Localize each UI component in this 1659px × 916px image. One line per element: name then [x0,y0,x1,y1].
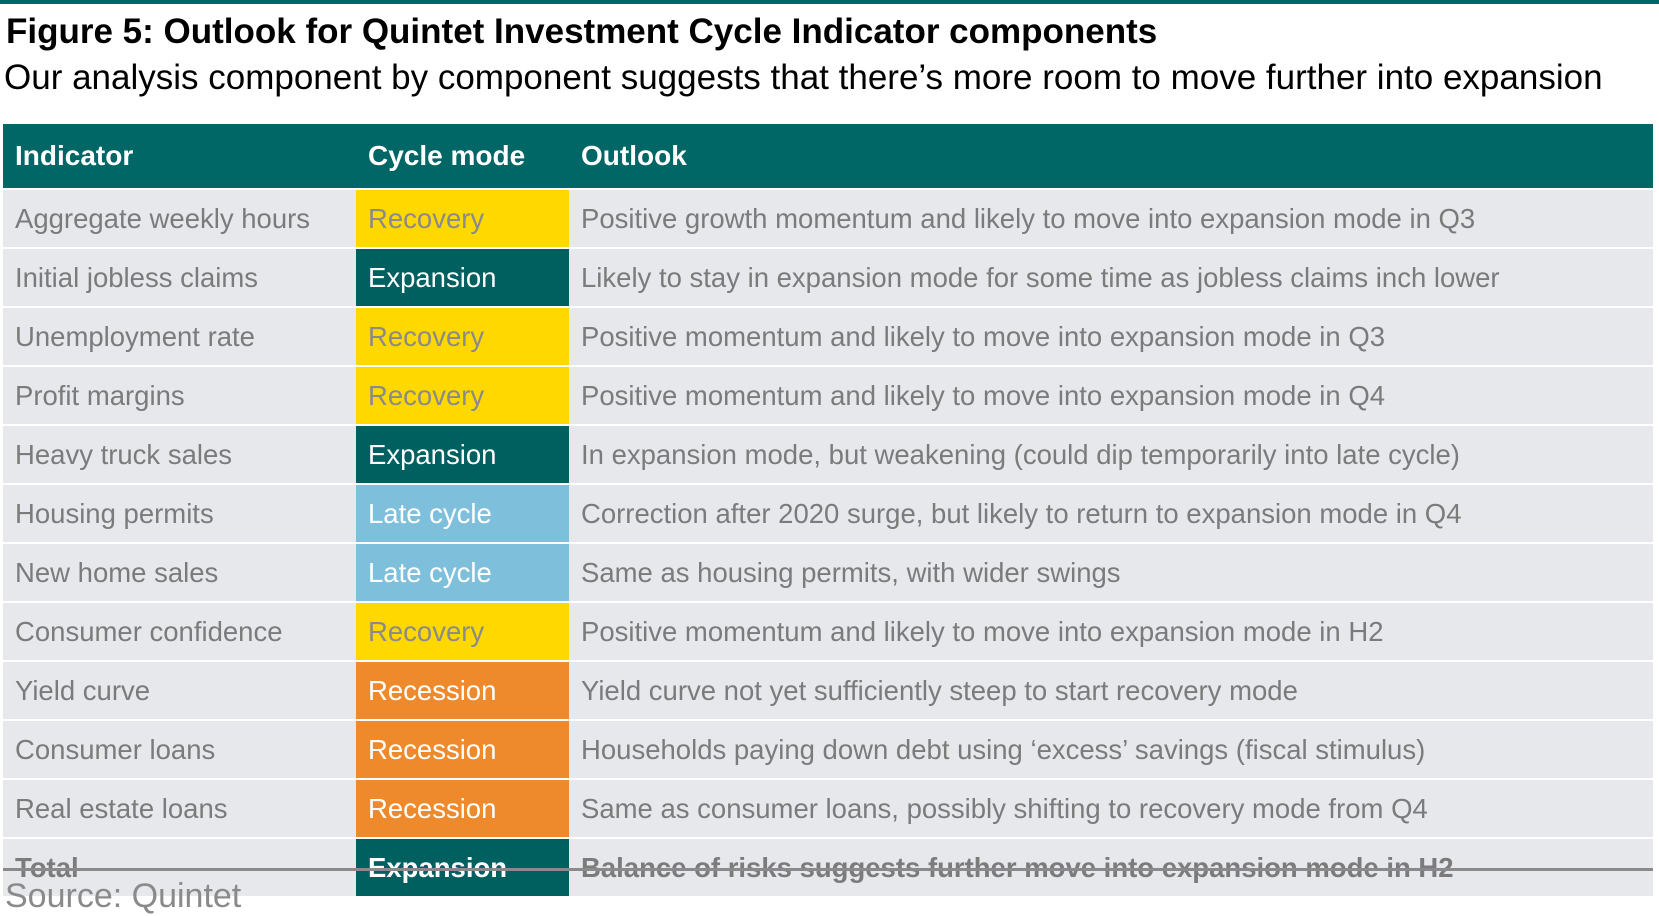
table-row: Consumer loans Recession Households paying… [3,721,1653,780]
cycle-mode-cell: Expansion [356,839,569,896]
header-outlook: Outlook [581,140,687,171]
outlook-cell: Likely to stay in expansion mode for som… [569,249,1653,306]
table-row: New home sales Late cycle Same as housing … [3,544,1653,603]
outlook-cell: Correction after 2020 surge, but likely … [569,485,1653,542]
table-total-row: Total Expansion Balance of risks suggests … [3,839,1653,898]
indicator-cell: Heavy truck sales [3,426,356,483]
cycle-mode-cell: Expansion [356,249,569,306]
cycle-mode-cell: Recession [356,780,569,837]
outlook-cell: Positive growth momentum and likely to m… [569,190,1653,247]
table-row: Aggregate weekly hours Recovery Positive g… [3,190,1653,249]
figure-subtitle: Our analysis component by component sugg… [4,58,1603,97]
table-row: Initial jobless claims Expansion Likely to… [3,249,1653,308]
table-row: Yield curve Recession Yield curve not yet … [3,662,1653,721]
indicator-cell: Consumer confidence [3,603,356,660]
outlook-cell: Positive momentum and likely to move int… [569,603,1653,660]
outlook-cell: Households paying down debt using ‘exces… [569,721,1653,778]
cycle-mode-cell: Recovery [356,308,569,365]
outlook-cell: In expansion mode, but weakening (could … [569,426,1653,483]
cycle-mode-cell: Expansion [356,426,569,483]
table-header-row: Indicator Cycle mode Outlook [3,124,1653,190]
table-row: Housing permits Late cycle Correction afte… [3,485,1653,544]
cycle-mode-cell: Recession [356,662,569,719]
outlook-cell: Positive momentum and likely to move int… [569,367,1653,424]
header-cycle-mode: Cycle mode [368,140,526,171]
indicator-cell: Real estate loans [3,780,356,837]
table-row: Unemployment rate Recovery Positive moment… [3,308,1653,367]
outlook-cell: Same as housing permits, with wider swin… [569,544,1653,601]
table-body: Aggregate weekly hours Recovery Positive g… [3,190,1653,898]
table-row: Profit margins Recovery Positive momentum … [3,367,1653,426]
outlook-cell: Yield curve not yet sufficiently steep t… [569,662,1653,719]
top-rule [0,0,1659,4]
cycle-mode-cell: Recovery [356,603,569,660]
figure-title: Figure 5: Outlook for Quintet Investment… [6,12,1158,51]
cycle-mode-cell: Late cycle [356,544,569,601]
cycle-mode-cell: Recession [356,721,569,778]
table-row: Real estate loans Recession Same as consum… [3,780,1653,839]
indicator-cell: Housing permits [3,485,356,542]
indicator-cell: Aggregate weekly hours [3,190,356,247]
table-row: Consumer confidence Recovery Positive mome… [3,603,1653,662]
indicator-cell: Profit margins [3,367,356,424]
cycle-mode-cell: Late cycle [356,485,569,542]
indicator-cell: Yield curve [3,662,356,719]
table-row: Heavy truck sales Expansion In expansion m… [3,426,1653,485]
indicator-cell: Total [3,839,356,896]
indicator-cell: Consumer loans [3,721,356,778]
indicator-cell: Unemployment rate [3,308,356,365]
bottom-rule [3,868,1653,871]
outlook-table: Indicator Cycle mode Outlook Aggregate w… [3,124,1653,898]
indicator-cell: Initial jobless claims [3,249,356,306]
indicator-cell: New home sales [3,544,356,601]
cycle-mode-cell: Recovery [356,367,569,424]
cycle-mode-cell: Recovery [356,190,569,247]
outlook-cell: Positive momentum and likely to move int… [569,308,1653,365]
outlook-cell: Balance of risks suggests further move i… [569,839,1653,896]
source-note: Source: Quintet [5,877,242,915]
header-indicator: Indicator [15,140,134,171]
outlook-cell: Same as consumer loans, possibly shiftin… [569,780,1653,837]
